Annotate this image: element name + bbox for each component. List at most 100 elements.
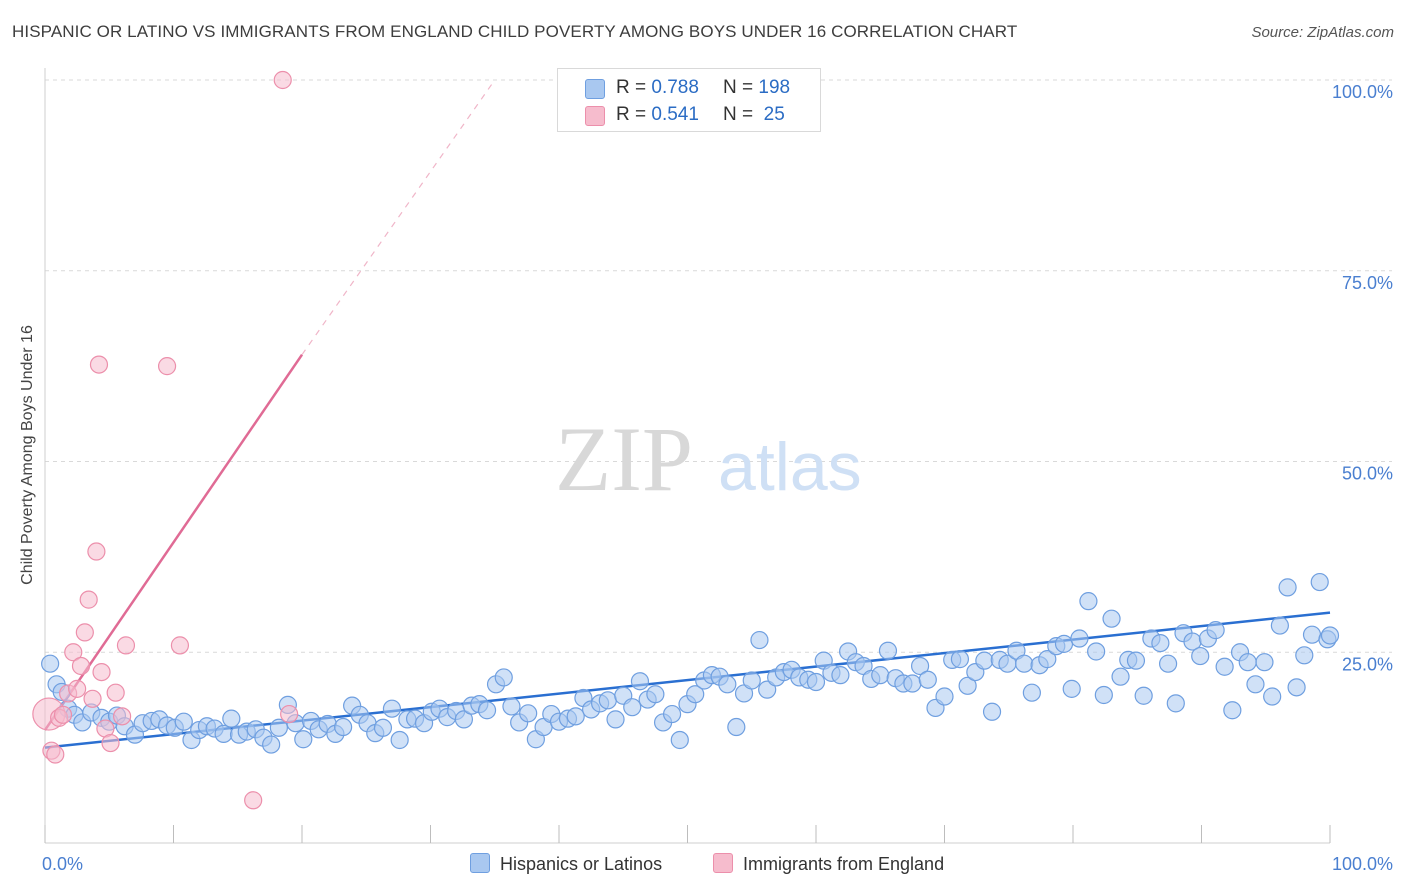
point-hispanics-86 bbox=[727, 717, 746, 737]
point-immigrants-14 bbox=[92, 662, 111, 682]
point-hispanics-148 bbox=[1223, 701, 1242, 720]
point-hispanics-42 bbox=[373, 718, 393, 737]
series-immigrants-points bbox=[32, 70, 299, 810]
point-hispanics-136 bbox=[1126, 651, 1146, 670]
point-hispanics-81 bbox=[686, 685, 705, 704]
point-hispanics-128 bbox=[1062, 679, 1081, 698]
point-hispanics-104 bbox=[871, 666, 890, 685]
legend-r-immigrants: R = 0.541 bbox=[616, 104, 699, 125]
point-hispanics-156 bbox=[1287, 678, 1306, 697]
point-hispanics-123 bbox=[1022, 683, 1041, 702]
y-tick-label-3: 100.0% bbox=[1332, 82, 1393, 102]
point-hispanics-150 bbox=[1238, 653, 1257, 672]
point-hispanics-125 bbox=[1038, 650, 1057, 669]
chart-title: HISPANIC OR LATINO VS IMMIGRANTS FROM EN… bbox=[12, 22, 1018, 41]
point-hispanics-114 bbox=[950, 650, 970, 669]
series-hispanics-points bbox=[41, 572, 1340, 754]
point-immigrants-13 bbox=[89, 355, 109, 374]
point-hispanics-110 bbox=[918, 670, 937, 689]
point-hispanics-127 bbox=[1054, 634, 1074, 653]
watermark-atlas: atlas bbox=[718, 429, 862, 505]
point-hispanics-159 bbox=[1310, 572, 1329, 592]
point-hispanics-133 bbox=[1102, 609, 1121, 628]
point-hispanics-17 bbox=[174, 712, 193, 731]
point-hispanics-66 bbox=[566, 707, 585, 726]
point-immigrants-11 bbox=[83, 689, 102, 708]
grid-lines bbox=[45, 79, 1392, 653]
legend-n-immigrants: N = 25 bbox=[723, 104, 785, 125]
point-immigrants-23 bbox=[273, 70, 292, 90]
y-tick-label-2: 75.0% bbox=[1342, 273, 1393, 293]
y-axis-title: Child Poverty Among Boys Under 16 bbox=[19, 325, 36, 585]
point-hispanics-139 bbox=[1151, 633, 1170, 653]
legend-swatch-immigrants-bottom bbox=[713, 853, 733, 873]
point-immigrants-12 bbox=[87, 542, 106, 561]
watermark-zip: ZIP bbox=[555, 408, 693, 510]
point-hispanics-32 bbox=[294, 730, 313, 749]
point-hispanics-28 bbox=[262, 735, 281, 754]
legend-label-hispanics: Hispanics or Latinos bbox=[500, 854, 663, 874]
point-hispanics-22 bbox=[214, 724, 233, 743]
point-immigrants-6 bbox=[64, 643, 83, 662]
point-hispanics-79 bbox=[670, 730, 689, 750]
point-hispanics-70 bbox=[598, 691, 617, 710]
point-hispanics-118 bbox=[982, 702, 1002, 721]
point-hispanics-0 bbox=[41, 654, 60, 673]
legend-item-immigrants[interactable]: Immigrants from England bbox=[713, 853, 944, 875]
point-hispanics-37 bbox=[334, 717, 353, 737]
legend-swatch-hispanics-bottom bbox=[470, 853, 490, 873]
y-tick-label-0: 25.0% bbox=[1342, 654, 1393, 674]
tick-labels: 25.0% 50.0% 75.0% 100.0% 0.0% 100.0% bbox=[42, 82, 1393, 874]
point-immigrants-24 bbox=[280, 704, 299, 724]
point-hispanics-129 bbox=[1070, 629, 1089, 648]
point-hispanics-78 bbox=[662, 704, 682, 724]
source-label: Source: ZipAtlas.com bbox=[1251, 24, 1394, 41]
point-hispanics-71 bbox=[606, 710, 625, 729]
legend-stats-row-immigrants: R = 0.541 N = 25 bbox=[558, 101, 820, 129]
point-immigrants-19 bbox=[116, 636, 136, 655]
point-hispanics-76 bbox=[646, 685, 665, 704]
point-hispanics-134 bbox=[1111, 667, 1130, 686]
point-hispanics-88 bbox=[742, 671, 761, 690]
point-immigrants-7 bbox=[68, 679, 87, 698]
point-hispanics-140 bbox=[1158, 654, 1178, 673]
point-hispanics-89 bbox=[750, 630, 769, 650]
point-hispanics-155 bbox=[1278, 578, 1297, 597]
point-hispanics-85 bbox=[718, 675, 737, 694]
point-hispanics-58 bbox=[502, 697, 521, 716]
point-hispanics-109 bbox=[910, 656, 930, 676]
point-hispanics-99 bbox=[831, 666, 850, 685]
x-tick-label-1: 100.0% bbox=[1332, 854, 1393, 874]
point-hispanics-60 bbox=[519, 704, 538, 723]
legend-r-hispanics: R = 0.788 bbox=[616, 77, 699, 98]
point-hispanics-105 bbox=[878, 641, 898, 660]
point-hispanics-43 bbox=[382, 699, 402, 718]
point-immigrants-18 bbox=[112, 707, 132, 726]
point-hispanics-161 bbox=[1320, 626, 1340, 645]
point-immigrants-20 bbox=[157, 357, 177, 376]
point-hispanics-158 bbox=[1302, 625, 1322, 644]
legend-stats-row-hispanics: R = 0.788 N = 198 bbox=[558, 74, 820, 102]
legend-n-hispanics: N = 198 bbox=[723, 77, 791, 98]
legend-series: Hispanics or Latinos Immigrants from Eng… bbox=[0, 851, 1406, 879]
point-hispanics-74 bbox=[630, 672, 650, 691]
legend-stats: R = 0.788 N = 198 R = 0.541 N = 25 bbox=[557, 68, 821, 132]
y-tick-label-1: 50.0% bbox=[1342, 464, 1393, 484]
point-hispanics-112 bbox=[935, 687, 954, 706]
point-hispanics-73 bbox=[623, 698, 642, 717]
point-hispanics-23 bbox=[222, 709, 241, 728]
point-hispanics-117 bbox=[975, 651, 994, 670]
point-immigrants-10 bbox=[79, 590, 98, 609]
trend-line-immigrants-extension bbox=[301, 79, 496, 356]
point-hispanics-55 bbox=[477, 701, 497, 720]
point-hispanics-130 bbox=[1079, 592, 1098, 611]
legend-item-hispanics[interactable]: Hispanics or Latinos bbox=[470, 853, 662, 875]
point-hispanics-122 bbox=[1015, 654, 1034, 673]
point-immigrants-21 bbox=[170, 636, 190, 655]
point-hispanics-44 bbox=[390, 730, 409, 750]
point-immigrants-2 bbox=[46, 745, 65, 764]
point-hispanics-131 bbox=[1087, 642, 1106, 661]
legend-swatch-immigrants bbox=[585, 106, 605, 126]
point-hispanics-147 bbox=[1215, 657, 1234, 676]
point-hispanics-52 bbox=[454, 710, 474, 729]
